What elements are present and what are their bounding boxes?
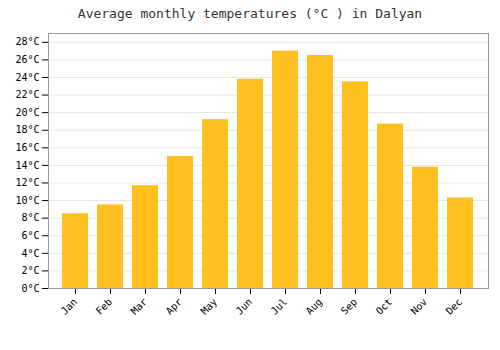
svg-text:Sep: Sep [339, 296, 360, 317]
svg-text:Jun: Jun [234, 296, 255, 317]
svg-text:Jul: Jul [269, 296, 290, 317]
svg-text:May: May [199, 296, 220, 317]
svg-text:24°C: 24°C [15, 72, 39, 83]
svg-text:10°C: 10°C [15, 195, 39, 206]
svg-text:8°C: 8°C [21, 212, 39, 223]
svg-text:0°C: 0°C [21, 283, 39, 294]
svg-text:Feb: Feb [94, 296, 115, 317]
svg-text:Oct: Oct [374, 296, 395, 317]
svg-text:2°C: 2°C [21, 265, 39, 276]
svg-text:26°C: 26°C [15, 54, 39, 65]
svg-text:Jan: Jan [59, 296, 80, 317]
svg-text:Dec: Dec [444, 296, 465, 317]
svg-text:4°C: 4°C [21, 248, 39, 259]
svg-text:6°C: 6°C [21, 230, 39, 241]
svg-text:Nov: Nov [409, 296, 430, 317]
svg-text:Aug: Aug [304, 296, 325, 317]
svg-text:20°C: 20°C [15, 107, 39, 118]
svg-text:Apr: Apr [164, 296, 185, 317]
html-text:Average monthly temperatures (: Average monthly temperatures (°C ) in Da… [77, 6, 423, 21]
svg-text:12°C: 12°C [15, 177, 39, 188]
svg-text:18°C: 18°C [15, 124, 39, 135]
svg-text:14°C: 14°C [15, 160, 39, 171]
svg-text:16°C: 16°C [15, 142, 39, 153]
svg-text:Mar: Mar [129, 296, 150, 317]
svg-text:22°C: 22°C [15, 89, 39, 100]
svg-text:28°C: 28°C [15, 36, 39, 47]
